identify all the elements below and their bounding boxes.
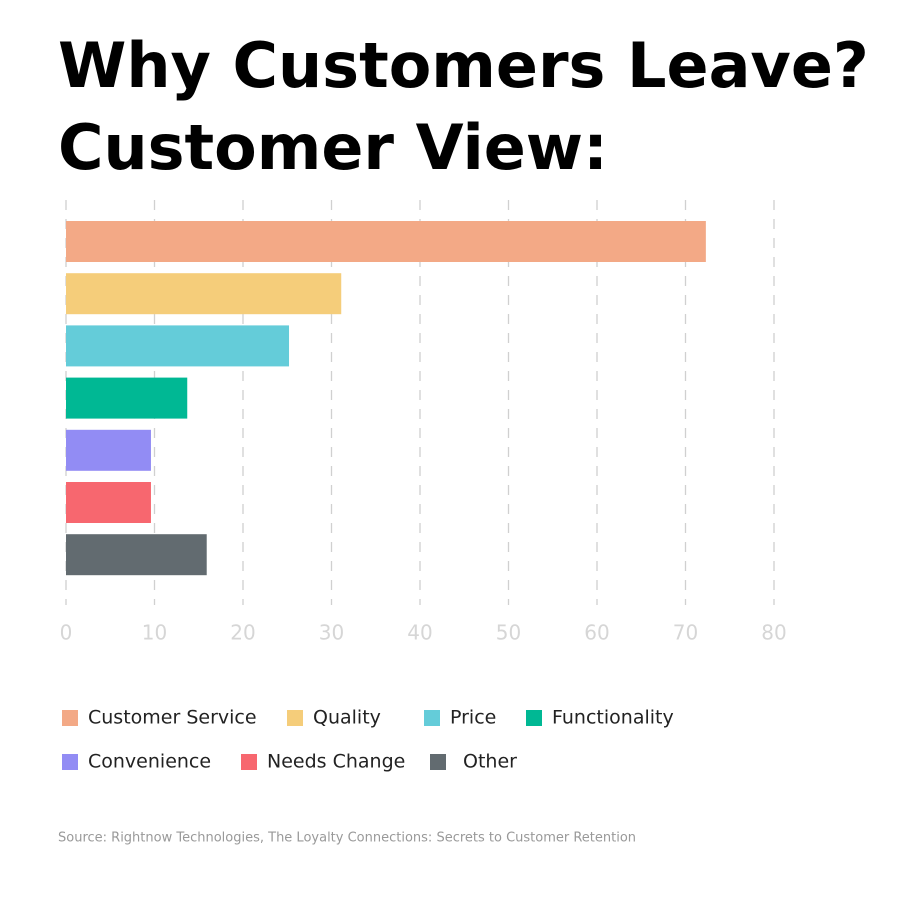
legend-swatch (424, 710, 440, 726)
x-tick-label: 10 (142, 621, 167, 645)
x-tick-label: 30 (319, 621, 344, 645)
bar (66, 482, 151, 523)
bar (66, 534, 207, 576)
legend-label: Functionality (552, 707, 674, 729)
legend-swatch (241, 754, 257, 770)
bar (66, 325, 290, 367)
legend-swatch (526, 710, 542, 726)
bar (66, 377, 188, 419)
legend-swatch (62, 710, 78, 726)
legend-swatch (430, 754, 446, 770)
x-tick-label: 0 (60, 621, 73, 645)
x-tick-label: 60 (584, 621, 609, 645)
x-tick-label: 50 (496, 621, 521, 645)
legend-swatch (62, 754, 78, 770)
chart-title: Why Customers Leave? (58, 29, 869, 102)
legend-label: Quality (313, 707, 381, 729)
bar (66, 221, 706, 262)
bar (66, 273, 342, 315)
legend-label: Other (463, 751, 517, 773)
x-tick-label: 80 (761, 621, 786, 645)
legend-label: Customer Service (88, 707, 257, 729)
legend-label: Price (450, 707, 496, 729)
legend-label: Needs Change (267, 751, 405, 773)
x-tick-label: 70 (673, 621, 698, 645)
x-tick-label: 40 (407, 621, 432, 645)
legend-label: Convenience (88, 751, 211, 773)
chart-title: Customer View: (58, 111, 608, 184)
x-tick-label: 20 (230, 621, 255, 645)
bar (66, 429, 151, 471)
source: Source: Rightnow Technologies, The Loyal… (58, 831, 636, 846)
legend-swatch (287, 710, 303, 726)
